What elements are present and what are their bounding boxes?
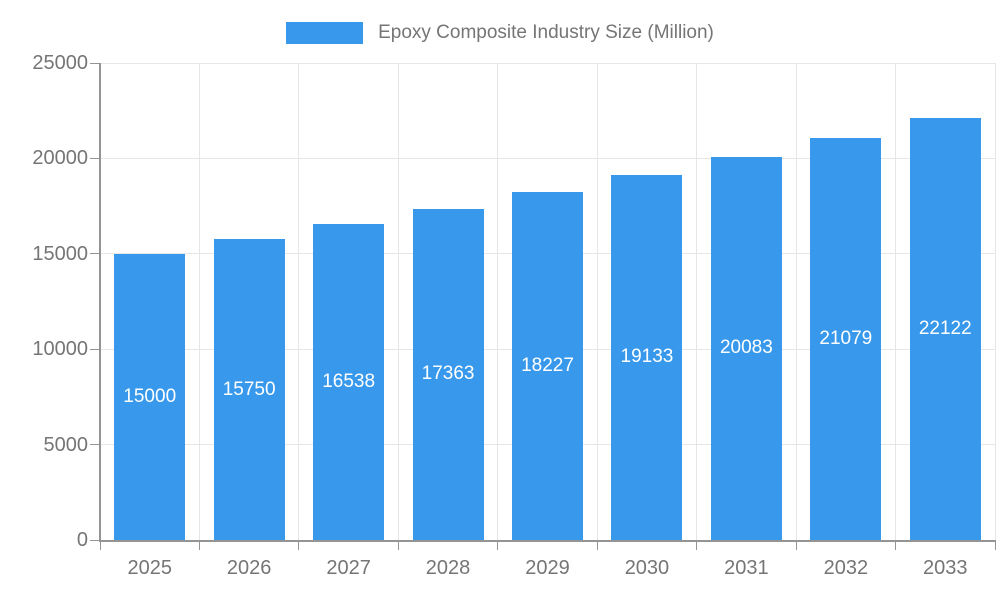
x-axis-tick xyxy=(795,540,797,550)
legend-label: Epoxy Composite Industry Size (Million) xyxy=(378,22,714,43)
bar[interactable]: 20083 xyxy=(710,156,782,540)
x-axis-label: 2028 xyxy=(425,557,471,579)
bar[interactable]: 15750 xyxy=(213,239,285,540)
x-axis-label: 2030 xyxy=(624,557,670,579)
chart-legend[interactable]: Epoxy Composite Industry Size (Million) xyxy=(0,22,1000,44)
x-axis-tick xyxy=(596,540,598,550)
x-gridline xyxy=(497,63,499,540)
y-axis-tick xyxy=(90,444,100,446)
bar-value-label: 20083 xyxy=(719,337,773,359)
y-axis-label: 5000 xyxy=(43,433,89,456)
bar[interactable]: 22122 xyxy=(909,117,981,540)
y-axis-tick xyxy=(90,539,100,541)
x-gridline xyxy=(198,63,200,540)
bar[interactable]: 16538 xyxy=(313,224,385,540)
bar[interactable]: 21079 xyxy=(810,137,882,540)
bar-value-label: 22122 xyxy=(918,317,972,339)
x-axis-tick xyxy=(198,540,200,550)
x-gridline xyxy=(397,63,399,540)
bar[interactable]: 17363 xyxy=(412,208,484,540)
x-gridline xyxy=(596,63,598,540)
bar-value-label: 16538 xyxy=(322,371,376,393)
bar-value-label: 21079 xyxy=(819,327,873,349)
x-gridline xyxy=(696,63,698,540)
bar-value-label: 18227 xyxy=(521,355,574,377)
legend-swatch xyxy=(286,22,364,44)
x-axis-tick xyxy=(99,540,101,550)
x-axis-label: 2026 xyxy=(226,557,272,579)
x-gridline xyxy=(298,63,300,540)
x-gridline xyxy=(895,63,897,540)
x-axis-label: 2032 xyxy=(823,557,869,579)
y-axis-tick xyxy=(90,253,100,255)
y-axis-tick xyxy=(90,157,100,159)
y-axis-label: 20000 xyxy=(32,147,88,170)
x-axis-tick xyxy=(696,540,698,550)
y-axis-label: 0 xyxy=(76,529,88,551)
x-gridline xyxy=(994,63,996,540)
bar[interactable]: 18227 xyxy=(512,192,583,540)
x-axis-line xyxy=(99,540,995,542)
x-axis-label: 2033 xyxy=(923,557,968,579)
y-gridline xyxy=(100,157,995,159)
x-axis-label: 2029 xyxy=(525,557,570,579)
x-axis-tick xyxy=(895,540,897,550)
bar[interactable]: 19133 xyxy=(611,174,683,540)
bar-value-label: 17363 xyxy=(421,363,475,385)
x-axis-tick xyxy=(298,540,300,550)
y-gridline xyxy=(100,62,995,64)
bar-value-label: 15750 xyxy=(222,378,276,400)
x-axis-tick xyxy=(497,540,499,550)
x-axis-tick xyxy=(994,540,996,550)
y-axis-tick xyxy=(90,348,100,350)
y-axis-label: 10000 xyxy=(32,338,88,361)
x-axis-tick xyxy=(397,540,399,550)
bar-value-label: 19133 xyxy=(620,346,674,368)
bar-value-label: 15000 xyxy=(123,385,177,407)
x-axis-label: 2031 xyxy=(724,557,769,579)
x-gridline xyxy=(795,63,797,540)
x-axis-label: 2027 xyxy=(326,557,371,579)
y-axis-label: 15000 xyxy=(32,242,88,265)
y-axis-tick xyxy=(90,62,100,64)
bar[interactable]: 15000 xyxy=(114,253,186,540)
x-axis-label: 2025 xyxy=(127,557,172,579)
y-axis-line xyxy=(99,63,101,542)
y-axis-label: 25000 xyxy=(32,52,88,74)
